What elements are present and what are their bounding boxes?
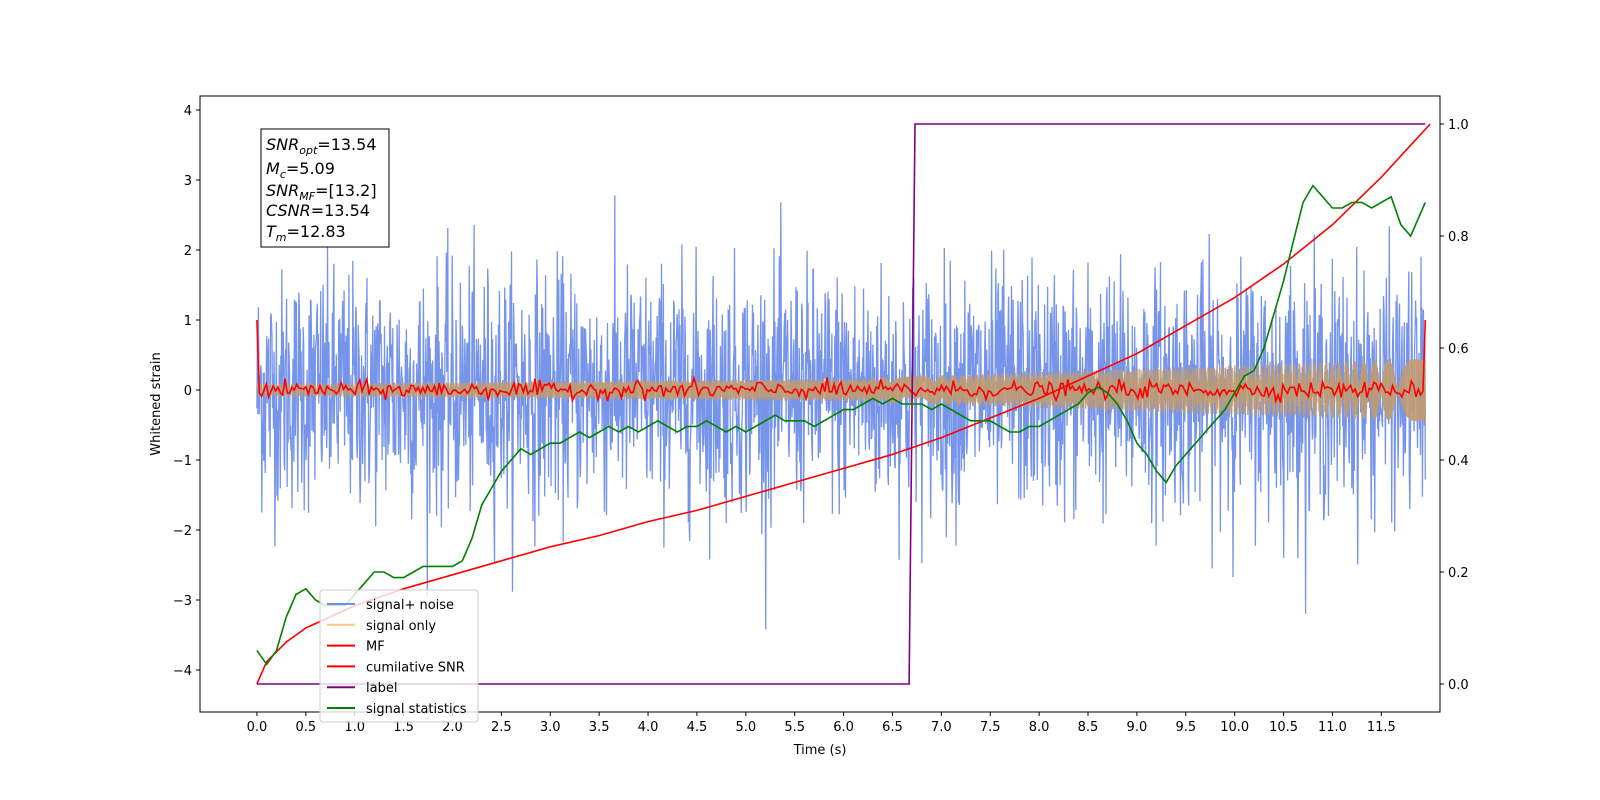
stat-tm: Tm=12.83 [266,222,346,244]
x-tick-label: 7.0 [931,720,952,735]
x-tick-label: 0.5 [295,720,316,735]
series-signal-noise [256,195,1426,630]
stat-snr-mf-value: [13.2] [328,181,376,200]
x-tick-label: 10.5 [1269,720,1298,735]
legend-label-label: label [366,681,397,696]
x-tick-label: 4.0 [638,720,659,735]
legend: signal+ noise signal only MF cumilative SNR… [319,589,479,723]
legend-frame [319,589,479,723]
y2-tick-label: 0.0 [1448,678,1469,693]
x-tick-label: 11.0 [1318,720,1347,735]
stat-snr-opt-value: 13.54 [331,135,377,154]
y-tick-label: −1 [173,454,192,469]
series-mf [256,319,1427,405]
stat-mc: Mc=5.09 [266,159,335,181]
x-tick-label: 4.5 [687,720,708,735]
x-tick-label: 8.0 [1029,720,1050,735]
stats-box: SNRopt=13.54 Mc=5.09 SNRMF=[13.2] CSNR=1… [260,128,390,248]
x-tick-label: 1.5 [393,720,414,735]
y2-tick-label: 0.2 [1448,566,1469,581]
x-tick-label: 5.0 [735,720,756,735]
axes-frame [199,95,1441,713]
y2-tick-label: 0.4 [1448,454,1469,469]
y-tick-label: −4 [173,664,192,679]
legend-label-signal-noise: signal+ noise [366,598,454,613]
y2-tick-label: 0.6 [1448,342,1469,357]
y-tick-label: 1 [184,314,192,329]
legend-label-signal-only: signal only [366,619,436,634]
x-tick-label: 8.5 [1078,720,1099,735]
x-tick-label: 3.0 [540,720,561,735]
x-tick-label: 7.5 [980,720,1001,735]
stat-snr-opt: SNRopt=13.54 [266,135,377,157]
stats-box-frame [260,128,390,248]
x-tick-label: 0.0 [247,720,268,735]
y-axis-label: Whitened strain [149,352,164,455]
y-axis-left: −4 −3 −2 −1 0 1 2 3 4 [173,104,200,679]
stat-tm-value: 12.83 [300,222,346,241]
x-tick-label: 3.5 [589,720,610,735]
series-signal-only [256,358,1426,422]
x-tick-label: 10.0 [1220,720,1249,735]
legend-label-mf: MF [366,640,385,655]
y-tick-label: 4 [184,104,192,119]
stat-csnr-value: 13.54 [324,201,370,220]
stat-mc-value: 5.09 [299,159,335,178]
x-tick-label: 2.0 [442,720,463,735]
x-tick-label: 9.0 [1127,720,1148,735]
x-axis-label: Time (s) [793,743,847,758]
legend-label-signal-statistics: signal statistics [366,702,467,717]
series-signal-statistics [256,184,1427,666]
x-tick-label: 6.5 [882,720,903,735]
legend-label-cumilative-snr: cumilative SNR [366,660,465,675]
y-axis-right: 0.0 0.2 0.4 0.6 0.8 1.0 [1440,118,1469,693]
x-tick-label: 11.5 [1367,720,1396,735]
stat-csnr: CSNR=13.54 [266,201,370,220]
y2-tick-label: 1.0 [1448,118,1469,133]
y-tick-label: −3 [173,594,192,609]
x-tick-label: 2.5 [491,720,512,735]
y-tick-label: 0 [184,384,192,399]
x-tick-label: 9.5 [1175,720,1196,735]
x-tick-label: 1.0 [344,720,365,735]
y-tick-label: −2 [173,524,192,539]
y-tick-label: 3 [184,174,192,189]
y-tick-label: 2 [184,244,192,259]
stat-snr-mf: SNRMF=[13.2] [266,181,377,203]
x-axis: 0.0 0.5 1.0 1.5 2.0 2.5 3.0 3.5 4.0 4.5 5.0 5.5 6.0 6… [247,712,1396,735]
x-tick-label: 5.5 [784,720,805,735]
x-tick-label: 6.0 [833,720,854,735]
y2-tick-label: 0.8 [1448,230,1469,245]
